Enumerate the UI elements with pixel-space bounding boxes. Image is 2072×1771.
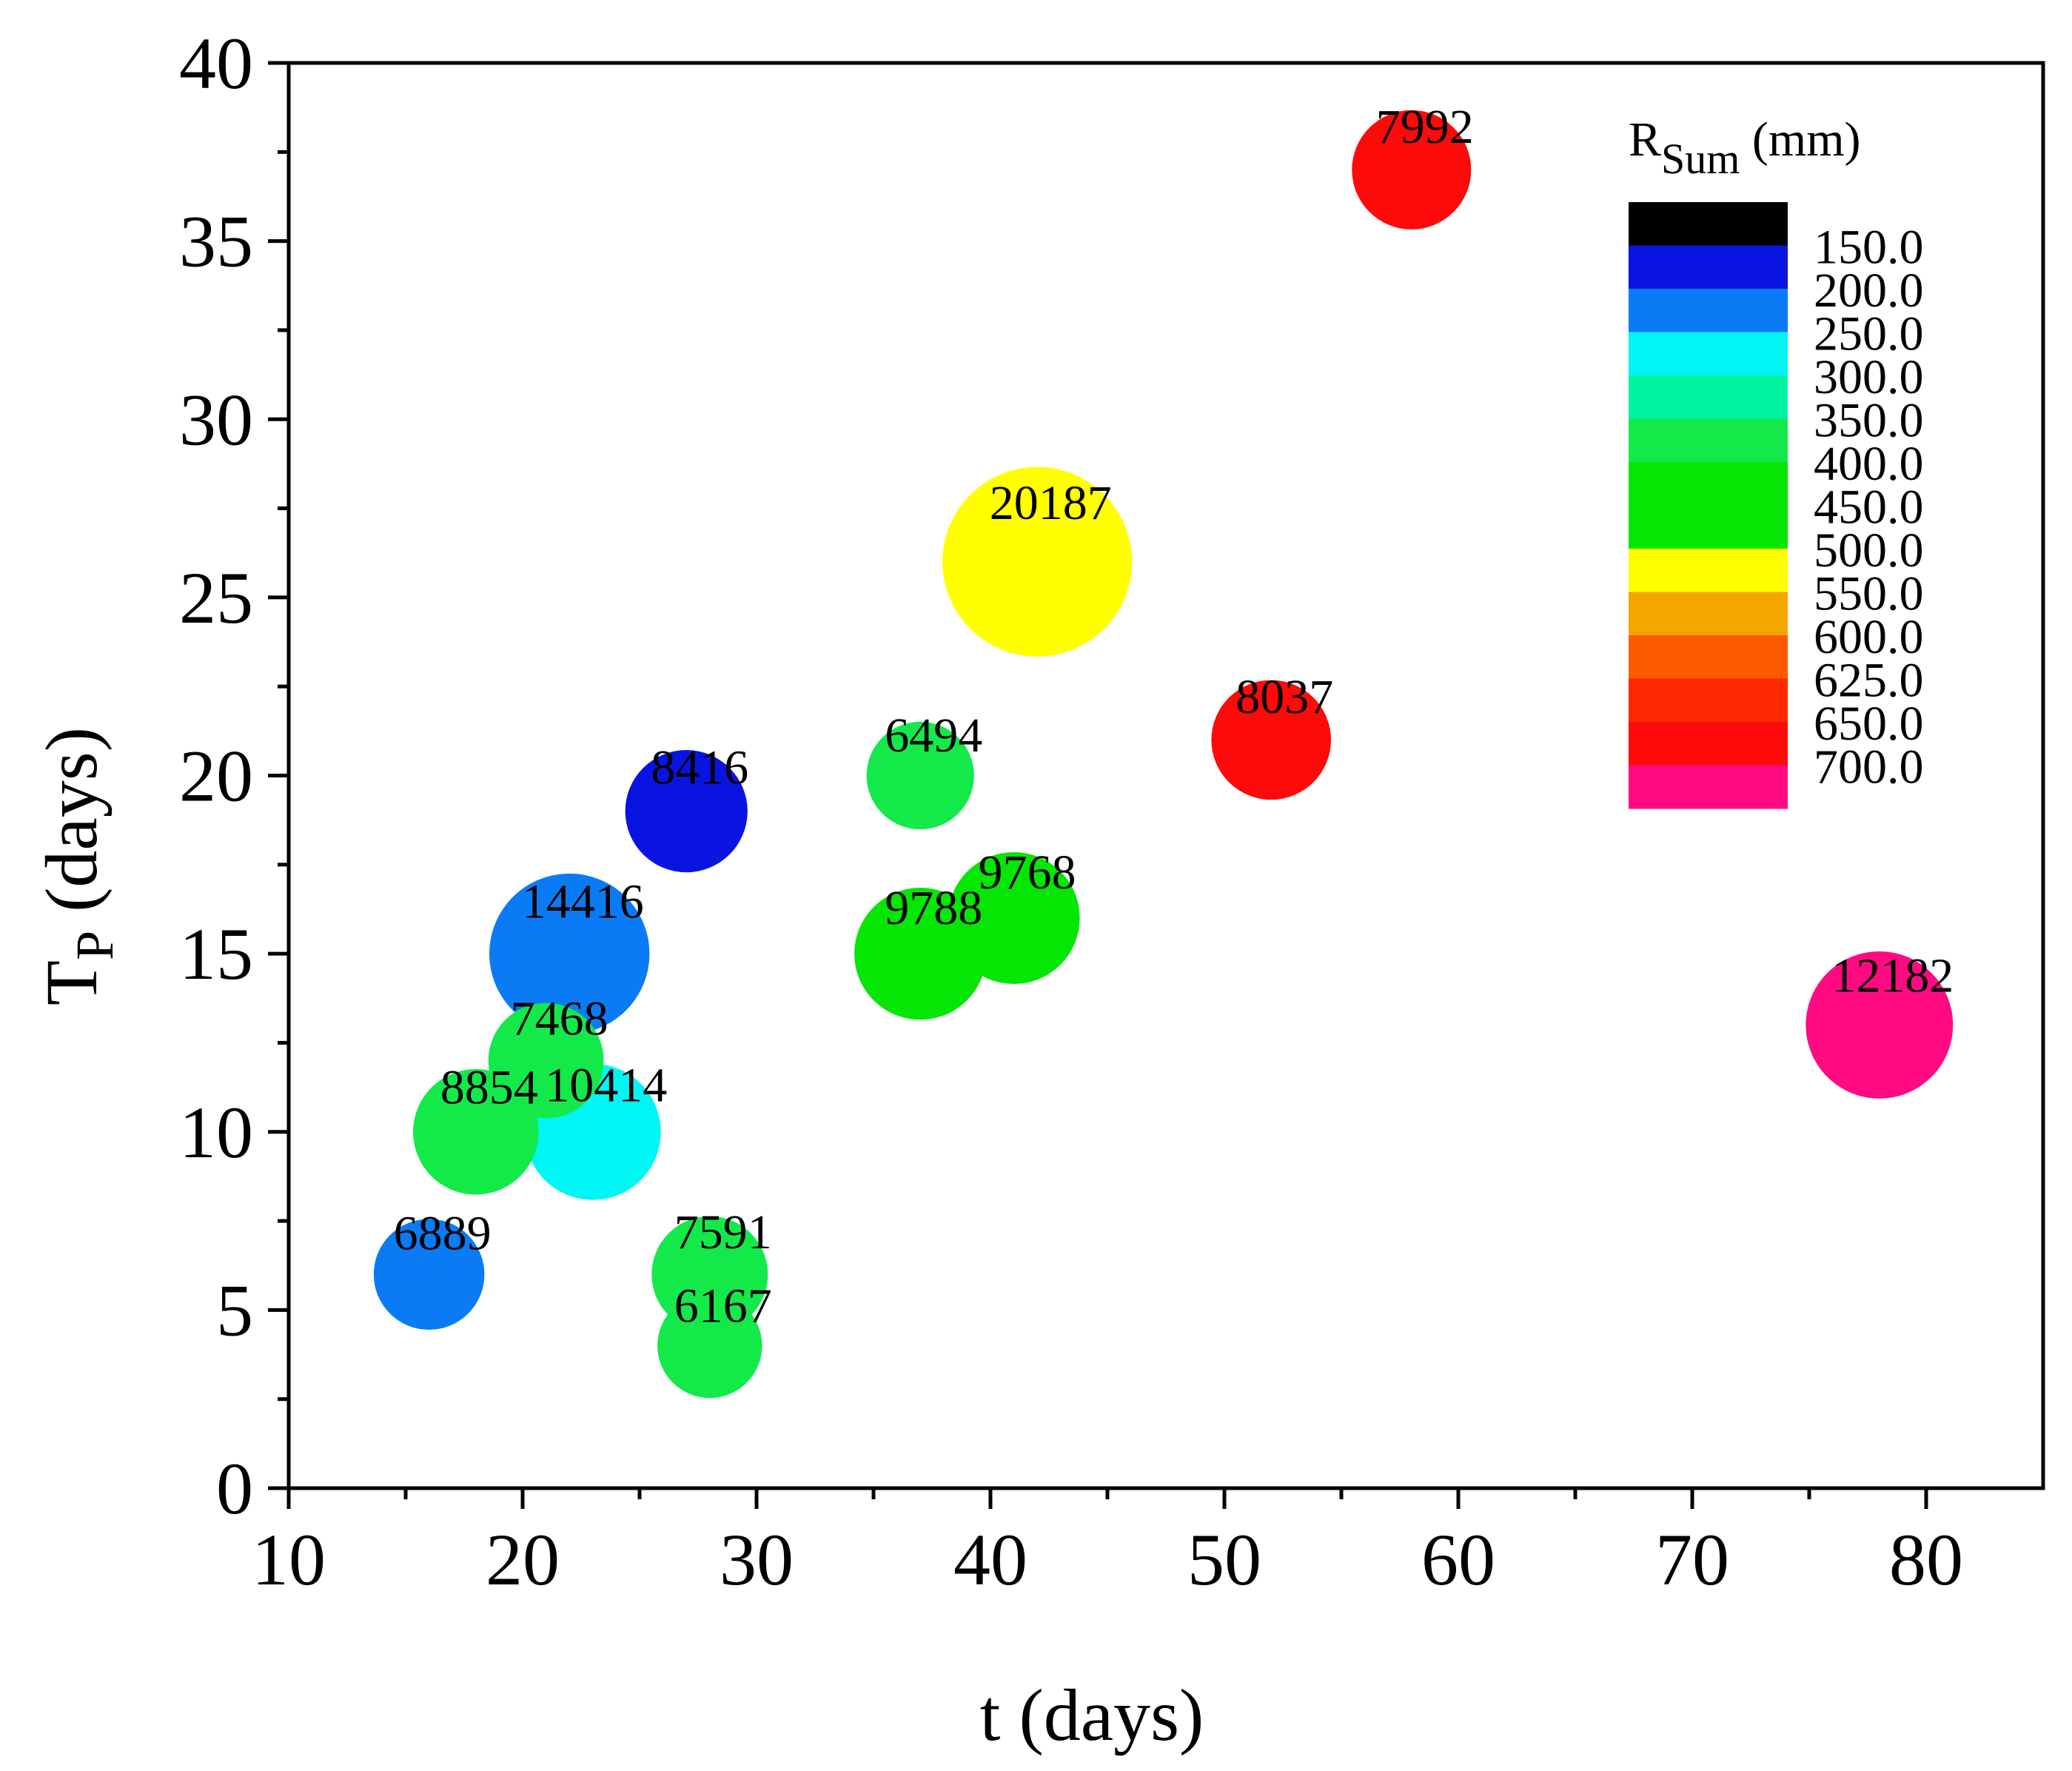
y-axis-title: TP (days) <box>30 727 124 1005</box>
bubble-layer <box>373 110 1954 1399</box>
x-tick-label: 60 <box>1421 1519 1495 1601</box>
colorbar-labels: 150.0200.0250.0300.0350.0400.0450.0500.0… <box>1814 221 1924 794</box>
bubble-label: 7992 <box>1376 100 1474 154</box>
y-tick-label: 25 <box>179 557 253 639</box>
y-axis: 0 5 10 15 20 25 30 35 40 <box>179 22 289 1530</box>
colorbar-swatches <box>1629 202 1788 809</box>
y-tick-label: 20 <box>179 735 253 817</box>
colorbar-label: 550.0 <box>1814 567 1924 621</box>
bubble-label: 20187 <box>990 476 1112 530</box>
y-tick-label: 35 <box>179 201 253 283</box>
bubble <box>625 750 748 873</box>
colorbar-label: 350.0 <box>1814 394 1924 448</box>
x-tick-label: 70 <box>1655 1519 1729 1601</box>
bubble-label: 7468 <box>511 991 608 1045</box>
colorbar-legend: RSum (mm) 150.0200.0250.0300.0350.0400.0… <box>1629 113 1924 809</box>
bubble <box>1211 680 1331 800</box>
x-tick-label: 50 <box>1187 1519 1261 1601</box>
y-tick-label: 5 <box>216 1269 253 1351</box>
x-axis: 10 20 30 40 50 60 70 80 <box>252 1488 1963 1601</box>
colorbar-swatch <box>1629 462 1788 506</box>
colorbar-label: 625.0 <box>1814 654 1924 708</box>
colorbar-label: 500.0 <box>1814 523 1924 578</box>
colorbar-swatch <box>1629 375 1788 419</box>
colorbar-swatch <box>1629 678 1788 723</box>
colorbar-swatch <box>1629 245 1788 289</box>
bubble <box>1352 110 1472 230</box>
colorbar-title-main: R <box>1629 113 1661 167</box>
colorbar-swatch <box>1629 635 1788 679</box>
bubble-label: 10414 <box>545 1058 667 1112</box>
y-tick-label: 15 <box>179 913 253 995</box>
colorbar-title-rest: (mm) <box>1740 113 1860 167</box>
colorbar-title: RSum (mm) <box>1629 113 1861 183</box>
bubble <box>948 852 1080 984</box>
colorbar-swatch <box>1629 722 1788 766</box>
x-tick-label: 30 <box>720 1519 794 1601</box>
colorbar-swatch <box>1629 505 1788 549</box>
colorbar-label: 600.0 <box>1814 610 1924 664</box>
bubble <box>942 466 1133 657</box>
colorbar-label: 200.0 <box>1814 264 1924 318</box>
colorbar-label: 700.0 <box>1814 740 1924 794</box>
colorbar-label: 300.0 <box>1814 350 1924 404</box>
bubble <box>373 1219 485 1330</box>
x-tick-label: 40 <box>953 1519 1027 1601</box>
bubble <box>488 1002 604 1119</box>
colorbar-label: 250.0 <box>1814 307 1924 361</box>
colorbar-label: 450.0 <box>1814 481 1924 535</box>
bubble <box>1806 951 1954 1099</box>
y-axis-title-main: T <box>30 960 113 1005</box>
bubble-label: 7591 <box>674 1205 772 1259</box>
colorbar-swatch <box>1629 765 1788 809</box>
y-tick-label: 0 <box>216 1447 253 1530</box>
x-tick-label: 10 <box>252 1519 326 1601</box>
colorbar-swatch <box>1629 549 1788 592</box>
y-tick-label: 40 <box>179 22 253 104</box>
bubble <box>866 721 974 830</box>
bubble-label-layer: 6889 8854 7468 14416 10414 8416 7591 6167 6494 97… <box>394 100 1954 1333</box>
y-axis-title-rest: (days) <box>30 727 113 931</box>
y-tick-label: 30 <box>179 378 253 461</box>
bubble-label: 6889 <box>394 1207 492 1261</box>
colorbar-swatch <box>1629 332 1788 376</box>
x-tick-label: 80 <box>1889 1519 1963 1601</box>
bubble-label: 12182 <box>1831 949 1954 1003</box>
y-axis-title-subscript: P <box>65 931 124 960</box>
colorbar-swatch <box>1629 592 1788 636</box>
colorbar-label: 650.0 <box>1814 697 1924 751</box>
colorbar-swatch <box>1629 202 1788 246</box>
colorbar-label: 150.0 <box>1814 221 1924 275</box>
bubble-label: 8854 <box>440 1061 538 1115</box>
colorbar-swatch <box>1629 289 1788 332</box>
bubble <box>489 873 650 1034</box>
bubble <box>657 1293 762 1399</box>
x-axis-title: t (days) <box>980 1674 1204 1756</box>
y-tick-label: 10 <box>179 1091 253 1174</box>
bubble-label: 9768 <box>979 846 1076 900</box>
bubble-label: 14416 <box>522 874 644 928</box>
bubble-label: 8037 <box>1236 670 1333 724</box>
colorbar-swatch <box>1629 418 1788 463</box>
bubble-label: 8416 <box>651 740 748 794</box>
colorbar-title-subscript: Sum <box>1661 135 1740 183</box>
x-tick-label: 20 <box>486 1519 560 1601</box>
colorbar-label: 400.0 <box>1814 437 1924 491</box>
bubble-label: 6167 <box>674 1279 772 1333</box>
bubble-label: 6494 <box>885 709 982 763</box>
bubble-label: 9788 <box>885 881 982 935</box>
